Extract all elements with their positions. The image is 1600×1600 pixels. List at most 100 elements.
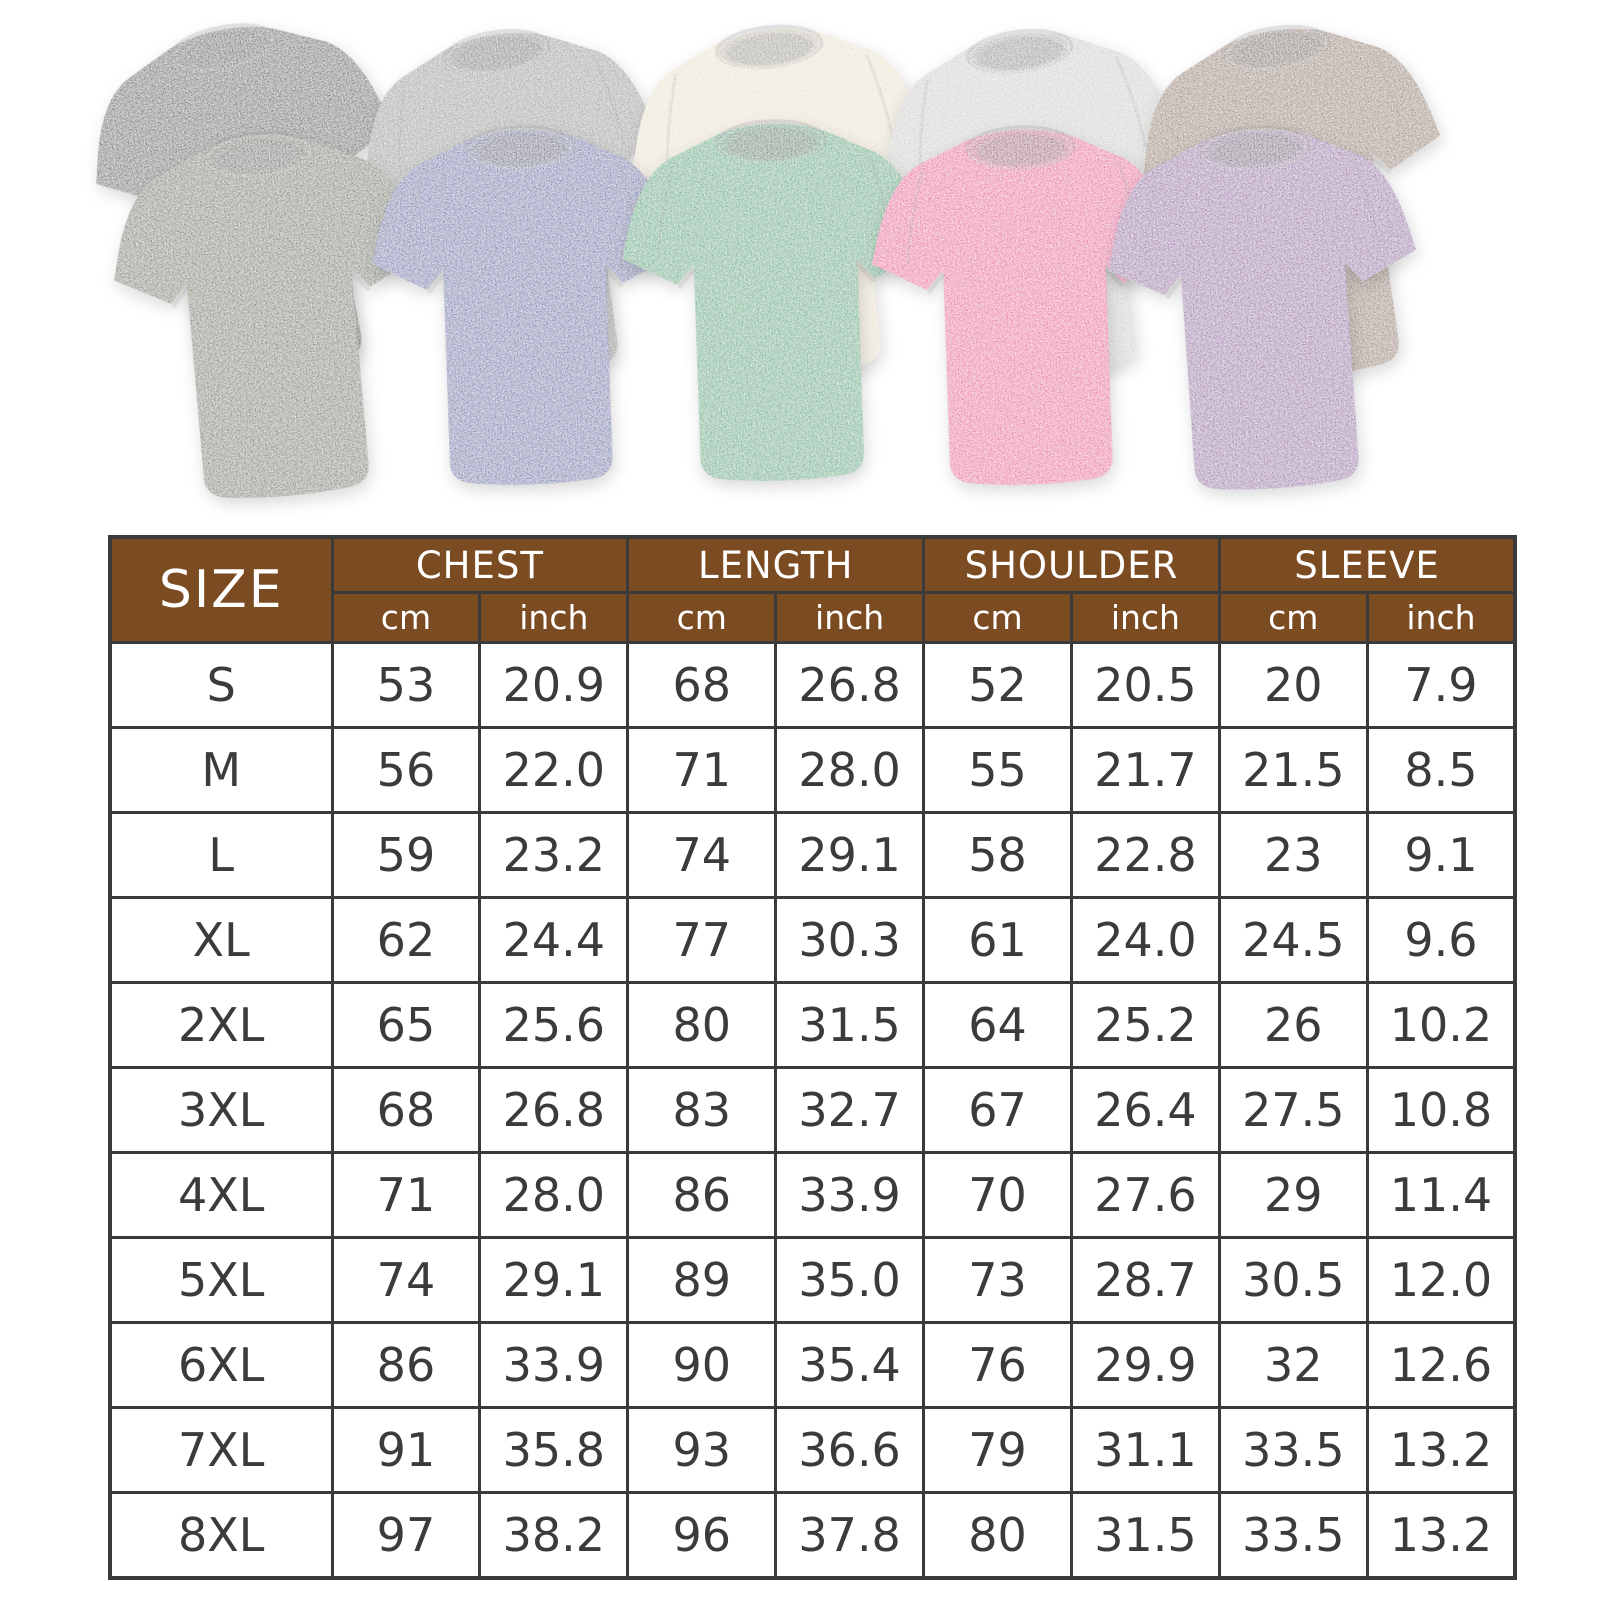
shoulder-inch-value: 25.2 — [1069, 981, 1221, 1069]
shoulder-inch-header: inch — [1069, 591, 1221, 644]
chest-cm-value: 97 — [330, 1491, 482, 1579]
chest-inch-value: 29.1 — [478, 1236, 630, 1324]
length-inch-value: 30.3 — [774, 896, 926, 984]
chest-inch-value: 38.2 — [478, 1491, 630, 1579]
shoulder-cm-value: 52 — [922, 641, 1073, 729]
size-cell: L — [108, 811, 334, 899]
length-cm-value: 89 — [626, 1236, 778, 1324]
chest-header: CHEST — [330, 535, 630, 594]
chest-inch-value: 33.9 — [478, 1321, 630, 1409]
length-inch-value: 32.7 — [774, 1066, 926, 1154]
size-chart-body: S 53 20.9 68 26.8 52 20.5 20 7.9 M 56 22.0 71 28.0… — [108, 641, 1517, 1579]
length-cm-value: 96 — [626, 1491, 778, 1579]
chest-cm-value: 86 — [330, 1321, 482, 1409]
shoulder-cm-value: 80 — [922, 1491, 1073, 1579]
chest-cm-value: 59 — [330, 811, 482, 899]
shoulder-inch-value: 29.9 — [1069, 1321, 1221, 1409]
length-inch-value: 26.8 — [774, 641, 926, 729]
shoulder-inch-value: 22.8 — [1069, 811, 1221, 899]
chest-cm-header: cm — [330, 591, 482, 644]
shoulder-cm-value: 64 — [922, 981, 1073, 1069]
shoulder-cm-value: 70 — [922, 1151, 1073, 1239]
length-inch-header: inch — [774, 591, 926, 644]
sleeve-inch-value: 7.9 — [1365, 641, 1517, 729]
size-cell: XL — [108, 896, 334, 984]
length-inch-value: 33.9 — [774, 1151, 926, 1239]
sleeve-inch-value: 13.2 — [1365, 1491, 1517, 1579]
length-cm-value: 68 — [626, 641, 778, 729]
size-row: 2XL 65 25.6 80 31.5 64 25.2 26 10.2 — [108, 981, 1517, 1069]
length-inch-value: 35.4 — [774, 1321, 926, 1409]
chest-inch-value: 24.4 — [478, 896, 630, 984]
shoulder-inch-value: 24.0 — [1069, 896, 1221, 984]
sleeve-cm-header: cm — [1217, 591, 1369, 644]
chest-inch-value: 26.8 — [478, 1066, 630, 1154]
size-row: S 53 20.9 68 26.8 52 20.5 20 7.9 — [108, 641, 1517, 729]
chest-inch-value: 35.8 — [478, 1406, 630, 1494]
size-row: 7XL 91 35.8 93 36.6 79 31.1 33.5 13.2 — [108, 1406, 1517, 1494]
shoulder-cm-value: 58 — [922, 811, 1073, 899]
sleeve-inch-value: 10.2 — [1365, 981, 1517, 1069]
sleeve-inch-value: 9.1 — [1365, 811, 1517, 899]
chest-inch-value: 25.6 — [478, 981, 630, 1069]
size-row: M 56 22.0 71 28.0 55 21.7 21.5 8.5 — [108, 726, 1517, 814]
chest-cm-value: 62 — [330, 896, 482, 984]
size-row: 4XL 71 28.0 86 33.9 70 27.6 29 11.4 — [108, 1151, 1517, 1239]
shoulder-inch-value: 26.4 — [1069, 1066, 1221, 1154]
length-cm-value: 83 — [626, 1066, 778, 1154]
sleeve-inch-value: 12.0 — [1365, 1236, 1517, 1324]
sleeve-cm-value: 33.5 — [1217, 1406, 1369, 1494]
size-row: 8XL 97 38.2 96 37.8 80 31.5 33.5 13.2 — [108, 1491, 1517, 1579]
size-cell: 3XL — [108, 1066, 334, 1154]
size-cell: 5XL — [108, 1236, 334, 1324]
size-row: 3XL 68 26.8 83 32.7 67 26.4 27.5 10.8 — [108, 1066, 1517, 1154]
sleeve-cm-value: 23 — [1217, 811, 1369, 899]
chest-cm-value: 56 — [330, 726, 482, 814]
length-inch-value: 36.6 — [774, 1406, 926, 1494]
chest-cm-value: 74 — [330, 1236, 482, 1324]
size-cell: 7XL — [108, 1406, 334, 1494]
length-cm-header: cm — [626, 591, 778, 644]
size-row: 5XL 74 29.1 89 35.0 73 28.7 30.5 12.0 — [108, 1236, 1517, 1324]
size-cell: M — [108, 726, 334, 814]
length-inch-value: 31.5 — [774, 981, 926, 1069]
shoulder-inch-value: 31.1 — [1069, 1406, 1221, 1494]
chest-inch-value: 20.9 — [478, 641, 630, 729]
size-chart-header: SIZE CHEST LENGTH SHOULDER SLEEVE cm inc… — [108, 535, 1517, 644]
sleeve-inch-value: 11.4 — [1365, 1151, 1517, 1239]
length-cm-value: 80 — [626, 981, 778, 1069]
chest-inch-value: 23.2 — [478, 811, 630, 899]
sleeve-inch-value: 13.2 — [1365, 1406, 1517, 1494]
shoulder-header: SHOULDER — [922, 535, 1221, 594]
size-row: XL 62 24.4 77 30.3 61 24.0 24.5 9.6 — [108, 896, 1517, 984]
size-cell: S — [108, 641, 334, 729]
chest-inch-value: 28.0 — [478, 1151, 630, 1239]
sleeve-cm-value: 26 — [1217, 981, 1369, 1069]
sleeve-inch-value: 9.6 — [1365, 896, 1517, 984]
length-cm-value: 90 — [626, 1321, 778, 1409]
chest-cm-value: 71 — [330, 1151, 482, 1239]
chest-cm-value: 65 — [330, 981, 482, 1069]
shoulder-cm-header: cm — [922, 591, 1073, 644]
shoulder-inch-value: 31.5 — [1069, 1491, 1221, 1579]
shoulder-cm-value: 79 — [922, 1406, 1073, 1494]
size-row: L 59 23.2 74 29.1 58 22.8 23 9.1 — [108, 811, 1517, 899]
sleeve-cm-value: 29 — [1217, 1151, 1369, 1239]
size-column-header: SIZE — [108, 535, 334, 644]
sleeve-inch-value: 10.8 — [1365, 1066, 1517, 1154]
tshirt-washed-purple — [1072, 100, 1459, 526]
length-cm-value: 93 — [626, 1406, 778, 1494]
size-cell: 6XL — [108, 1321, 334, 1409]
shoulder-inch-value: 20.5 — [1069, 641, 1221, 729]
shoulder-cm-value: 67 — [922, 1066, 1073, 1154]
shoulder-cm-value: 61 — [922, 896, 1073, 984]
length-cm-value: 74 — [626, 811, 778, 899]
sleeve-cm-value: 33.5 — [1217, 1491, 1369, 1579]
size-row: 6XL 86 33.9 90 35.4 76 29.9 32 12.6 — [108, 1321, 1517, 1409]
size-cell: 8XL — [108, 1491, 334, 1579]
sleeve-cm-value: 20 — [1217, 641, 1369, 729]
shoulder-inch-value: 27.6 — [1069, 1151, 1221, 1239]
shoulder-inch-value: 28.7 — [1069, 1236, 1221, 1324]
size-cell: 4XL — [108, 1151, 334, 1239]
length-inch-value: 35.0 — [774, 1236, 926, 1324]
